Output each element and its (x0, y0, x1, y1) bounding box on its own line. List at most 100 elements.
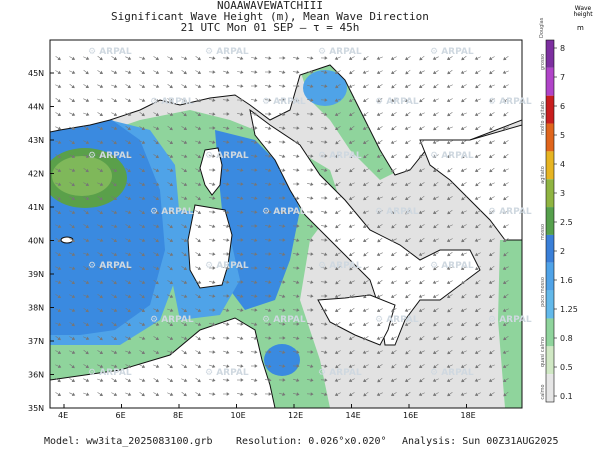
wave-arrow (362, 308, 369, 312)
watermark-text: ⚙ ARPAL (88, 151, 132, 161)
wave-arrow (377, 279, 383, 285)
wave-arrow (279, 294, 286, 298)
wave-arrow (195, 252, 202, 256)
wave-arrow (237, 196, 244, 200)
wave-arrow (475, 223, 481, 229)
watermark-text: ⚙ ARPAL (375, 315, 419, 325)
wave-arrow (376, 154, 383, 158)
wave-arrow (222, 336, 230, 340)
wave-arrow (69, 336, 76, 340)
legend-swatch (546, 123, 554, 152)
wave-arrow (307, 84, 314, 88)
wave-arrow (488, 98, 495, 102)
wave-arrow (391, 167, 397, 173)
wave-arrow (348, 84, 355, 88)
wave-arrow (55, 237, 61, 243)
wave-arrow (111, 392, 118, 396)
wave-arrow (432, 98, 439, 102)
wave-arrow (488, 224, 495, 228)
wave-arrow (153, 70, 160, 74)
wave-arrow (503, 153, 509, 159)
wave-arrow (432, 140, 439, 144)
wave-arrow (167, 154, 174, 158)
wave-arrow (503, 251, 509, 257)
wave-arrow (208, 196, 216, 200)
wave-arrow (474, 112, 481, 116)
wave-arrow (376, 392, 383, 396)
wave-arrow (97, 350, 104, 354)
wave-arrow (223, 392, 230, 396)
wave-arrow (348, 56, 355, 60)
wave-arrow (502, 266, 509, 270)
wave-arrow (265, 84, 272, 88)
wave-arrow (460, 112, 467, 116)
wave-arrow (181, 140, 188, 144)
wave-arrow (488, 182, 495, 186)
wave-arrow (264, 294, 272, 298)
legend-tick-label: 2.5 (560, 218, 573, 227)
wave-arrow (362, 322, 369, 326)
wave-arrow (97, 252, 103, 256)
wave-arrow (111, 224, 118, 228)
wave-arrow (502, 70, 509, 74)
wave-arrow (251, 84, 258, 88)
lat-label: 37N (28, 337, 44, 346)
wave-arrow (293, 280, 300, 284)
wave-arrow (460, 84, 467, 88)
wave-arrow (390, 336, 397, 340)
wave-arrow (376, 294, 383, 298)
wave-arrow (334, 350, 341, 354)
wave-arrow (195, 350, 202, 354)
wave-arrow (306, 252, 314, 256)
wave-arrow (334, 238, 341, 242)
wave-arrow (139, 153, 145, 159)
wave-arrow (362, 84, 369, 88)
wave-arrow (125, 252, 132, 256)
wave-arrow (348, 196, 355, 200)
wave-arrow (223, 112, 230, 116)
wave-arrow (208, 168, 216, 172)
wave-arrow (83, 336, 90, 340)
wave-arrow (139, 293, 145, 299)
wave-arrow (306, 112, 314, 116)
watermark-text: ⚙ ARPAL (205, 368, 249, 378)
watermark-text: ⚙ ARPAL (205, 47, 249, 57)
wave-arrow (418, 168, 425, 172)
wave-arrow (209, 280, 216, 284)
wave-arrow (111, 112, 118, 116)
field-description: Significant Wave Height (m), Mean Wave D… (111, 10, 429, 23)
wave-arrow (404, 322, 411, 326)
wave-arrow (334, 154, 341, 158)
wave-arrow (320, 280, 328, 284)
wave-arrow (405, 336, 411, 340)
wave-arrow (237, 70, 244, 74)
wave-arrow (307, 280, 314, 284)
wave-arrow (167, 322, 173, 326)
wave-arrow (334, 98, 341, 102)
wave-arrow (236, 280, 244, 284)
wave-arrow (306, 196, 314, 200)
legend-swatch (546, 234, 554, 263)
wave-arrow (390, 252, 397, 256)
wave-arrow (376, 308, 383, 312)
wave-arrow (209, 98, 216, 102)
wave-arrow (390, 56, 397, 60)
wave-arrow (432, 154, 439, 158)
wave-arrow (250, 266, 258, 270)
wave-arrow (279, 308, 286, 312)
wave-arrow (349, 209, 355, 215)
wave-arrow (460, 266, 467, 270)
wave-arrow (251, 280, 258, 284)
wave-arrow (264, 154, 272, 158)
wave-arrow (503, 378, 509, 382)
wave-arrow (167, 350, 174, 354)
wave-arrow (418, 266, 425, 270)
wave-arrow (153, 336, 159, 340)
wave-arrow (446, 224, 453, 228)
wave-arrow (503, 55, 509, 61)
wave-arrow (306, 56, 314, 60)
lat-label: 40N (28, 237, 44, 246)
wave-arrow (432, 70, 439, 74)
legend-swatch (546, 290, 554, 319)
wave-arrow (69, 392, 76, 396)
